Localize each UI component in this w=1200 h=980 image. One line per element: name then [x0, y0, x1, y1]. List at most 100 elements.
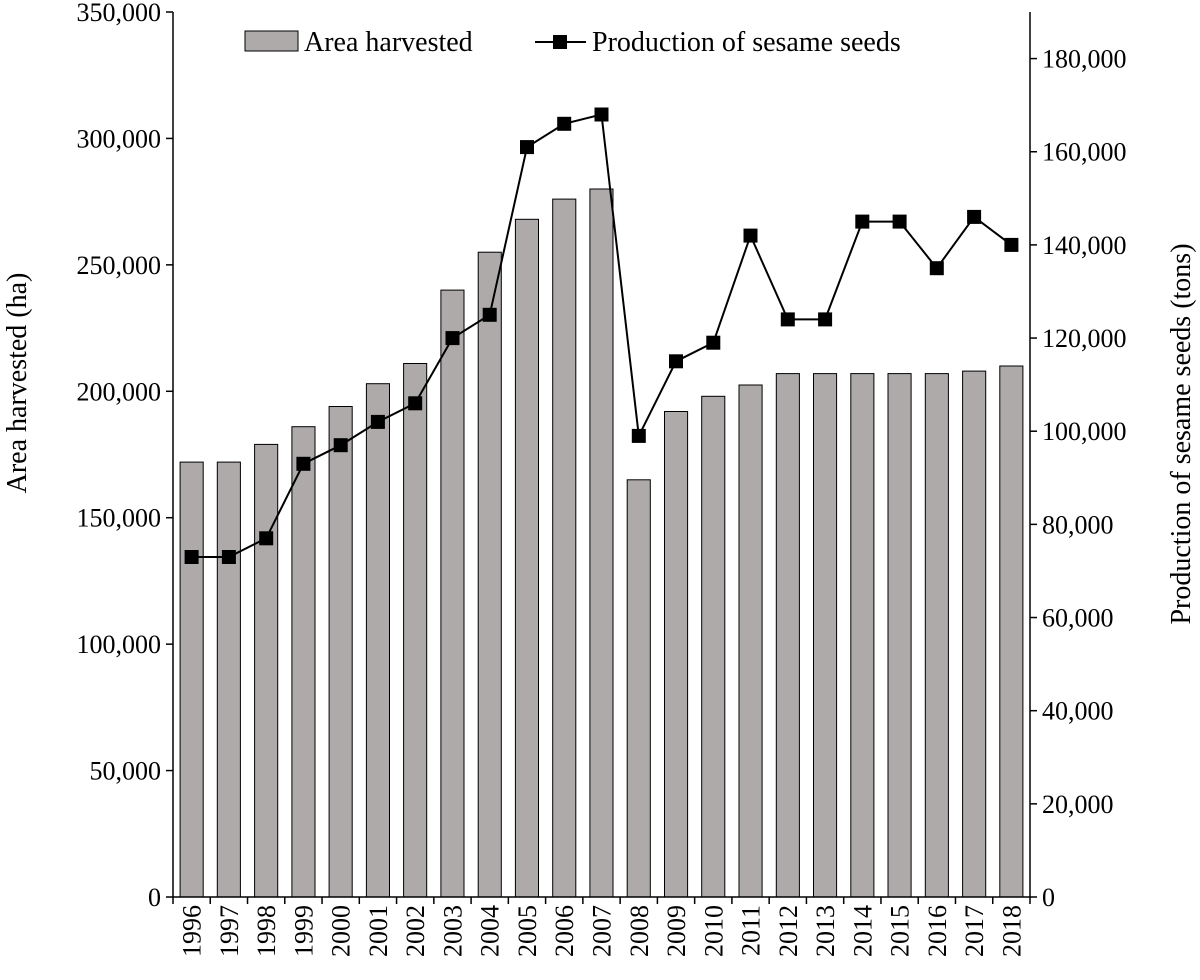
x-tick-label: 2006 [550, 905, 579, 957]
left-tick-label: 150,000 [77, 504, 162, 533]
left-tick-label: 0 [148, 883, 161, 912]
production-point-2008 [631, 428, 646, 443]
x-tick-label: 2003 [439, 905, 468, 957]
x-axis-ticks: 1996 1997 1998 1999 2000 2001 2002 2003 2004 2005… [172, 897, 1031, 957]
production-point-2012 [780, 312, 795, 327]
production-point-2004 [482, 307, 497, 322]
x-tick-label: 2007 [588, 905, 617, 957]
bar-2002 [403, 363, 428, 898]
bar-2005 [514, 218, 540, 898]
bar-2010 [701, 395, 726, 898]
bar-2018 [999, 365, 1024, 898]
right-tick-label: 140,000 [1042, 231, 1127, 260]
bar-1999 [291, 426, 316, 898]
bar-2016 [924, 373, 949, 898]
legend-marker-production [553, 35, 567, 49]
area-harvested-bars [179, 188, 1024, 898]
left-tick-label: 50,000 [90, 757, 162, 786]
right-tick-label: 100,000 [1042, 417, 1127, 446]
production-point-2010 [706, 335, 721, 350]
x-tick-label: 2008 [625, 905, 654, 957]
bar-2017 [962, 370, 987, 898]
production-point-2015 [892, 214, 907, 229]
bar-2015 [887, 373, 912, 898]
left-axis-title: Area harvested (ha) [2, 273, 33, 494]
bar-2007 [589, 188, 614, 898]
bar-1996 [179, 461, 204, 898]
bar-2011 [738, 384, 763, 898]
left-axis-ticks: 0 50,000 100,000 150,000 200,000 250,000 300,0… [77, 0, 173, 912]
production-point-1999 [296, 456, 311, 471]
x-tick-label: 2013 [811, 905, 840, 957]
x-tick-label: 2016 [923, 905, 952, 957]
x-tick-label: 2018 [997, 905, 1026, 957]
production-point-2017 [967, 209, 982, 224]
right-axis-ticks: 0 20,000 40,000 60,000 80,000 100,000 120,000 1… [1030, 45, 1127, 912]
left-tick-label: 300,000 [77, 124, 162, 153]
right-tick-label: 20,000 [1042, 790, 1114, 819]
x-tick-label: 2011 [737, 905, 766, 956]
bar-2001 [365, 383, 390, 898]
production-point-2001 [370, 414, 385, 429]
bar-2012 [775, 373, 800, 898]
x-tick-label: 2015 [886, 905, 915, 957]
bar-2000 [328, 406, 353, 898]
right-axis-title: Production of sesame seeds (tons) [1166, 243, 1197, 624]
x-tick-label: 1996 [178, 905, 207, 957]
production-point-2000 [333, 438, 348, 453]
x-tick-label: 1999 [289, 905, 318, 957]
production-point-1998 [259, 531, 274, 546]
bar-2004 [477, 251, 502, 898]
legend-label-production: Production of sesame seeds [592, 27, 901, 58]
production-point-2009 [669, 354, 683, 369]
production-point-2005 [520, 140, 534, 155]
left-tick-label: 250,000 [77, 251, 162, 280]
production-point-2006 [557, 116, 572, 131]
production-point-2016 [929, 261, 944, 276]
production-point-1997 [221, 550, 236, 564]
production-line-series [184, 107, 1019, 564]
bar-2003 [440, 289, 465, 898]
x-tick-label: 2000 [327, 905, 356, 957]
x-tick-label: 2014 [848, 905, 877, 957]
bar-1998 [254, 443, 279, 898]
right-tick-label: 120,000 [1042, 324, 1127, 353]
bar-2014 [850, 373, 875, 898]
production-point-1996 [184, 550, 199, 564]
legend-swatch-area-harvested [244, 30, 299, 52]
bar-1997 [216, 461, 241, 898]
bar-2006 [552, 198, 577, 898]
right-tick-label: 40,000 [1042, 697, 1114, 726]
right-tick-label: 60,000 [1042, 604, 1114, 633]
bar-2008 [626, 479, 651, 898]
production-point-2018 [1004, 237, 1019, 252]
bar-2013 [813, 373, 838, 898]
right-tick-label: 160,000 [1042, 138, 1127, 167]
x-tick-label: 2012 [774, 905, 803, 957]
x-tick-label: 2005 [513, 905, 542, 957]
production-point-2011 [743, 228, 758, 243]
production-point-2013 [818, 312, 833, 327]
x-tick-label: 1998 [252, 905, 281, 957]
left-tick-label: 200,000 [77, 377, 162, 406]
x-tick-label: 1997 [215, 905, 244, 957]
bar-2009 [664, 411, 689, 898]
x-tick-label: 2009 [662, 905, 691, 957]
legend-label-area-harvested: Area harvested [304, 27, 473, 58]
right-tick-label: 80,000 [1042, 510, 1114, 539]
x-tick-label: 2004 [476, 905, 505, 957]
legend: Area harvested Production of sesame seed… [244, 27, 901, 58]
x-tick-label: 2002 [401, 905, 430, 957]
production-point-2002 [408, 396, 423, 411]
production-point-2003 [445, 331, 460, 346]
axes [172, 12, 1031, 898]
left-tick-label: 100,000 [77, 630, 162, 659]
production-point-2007 [594, 107, 609, 122]
x-tick-label: 2017 [960, 905, 989, 957]
x-tick-label: 2010 [699, 905, 728, 957]
production-point-2014 [855, 214, 870, 229]
right-tick-label: 0 [1042, 883, 1055, 912]
right-tick-label: 180,000 [1042, 45, 1127, 74]
left-tick-label: 350,000 [77, 0, 162, 27]
